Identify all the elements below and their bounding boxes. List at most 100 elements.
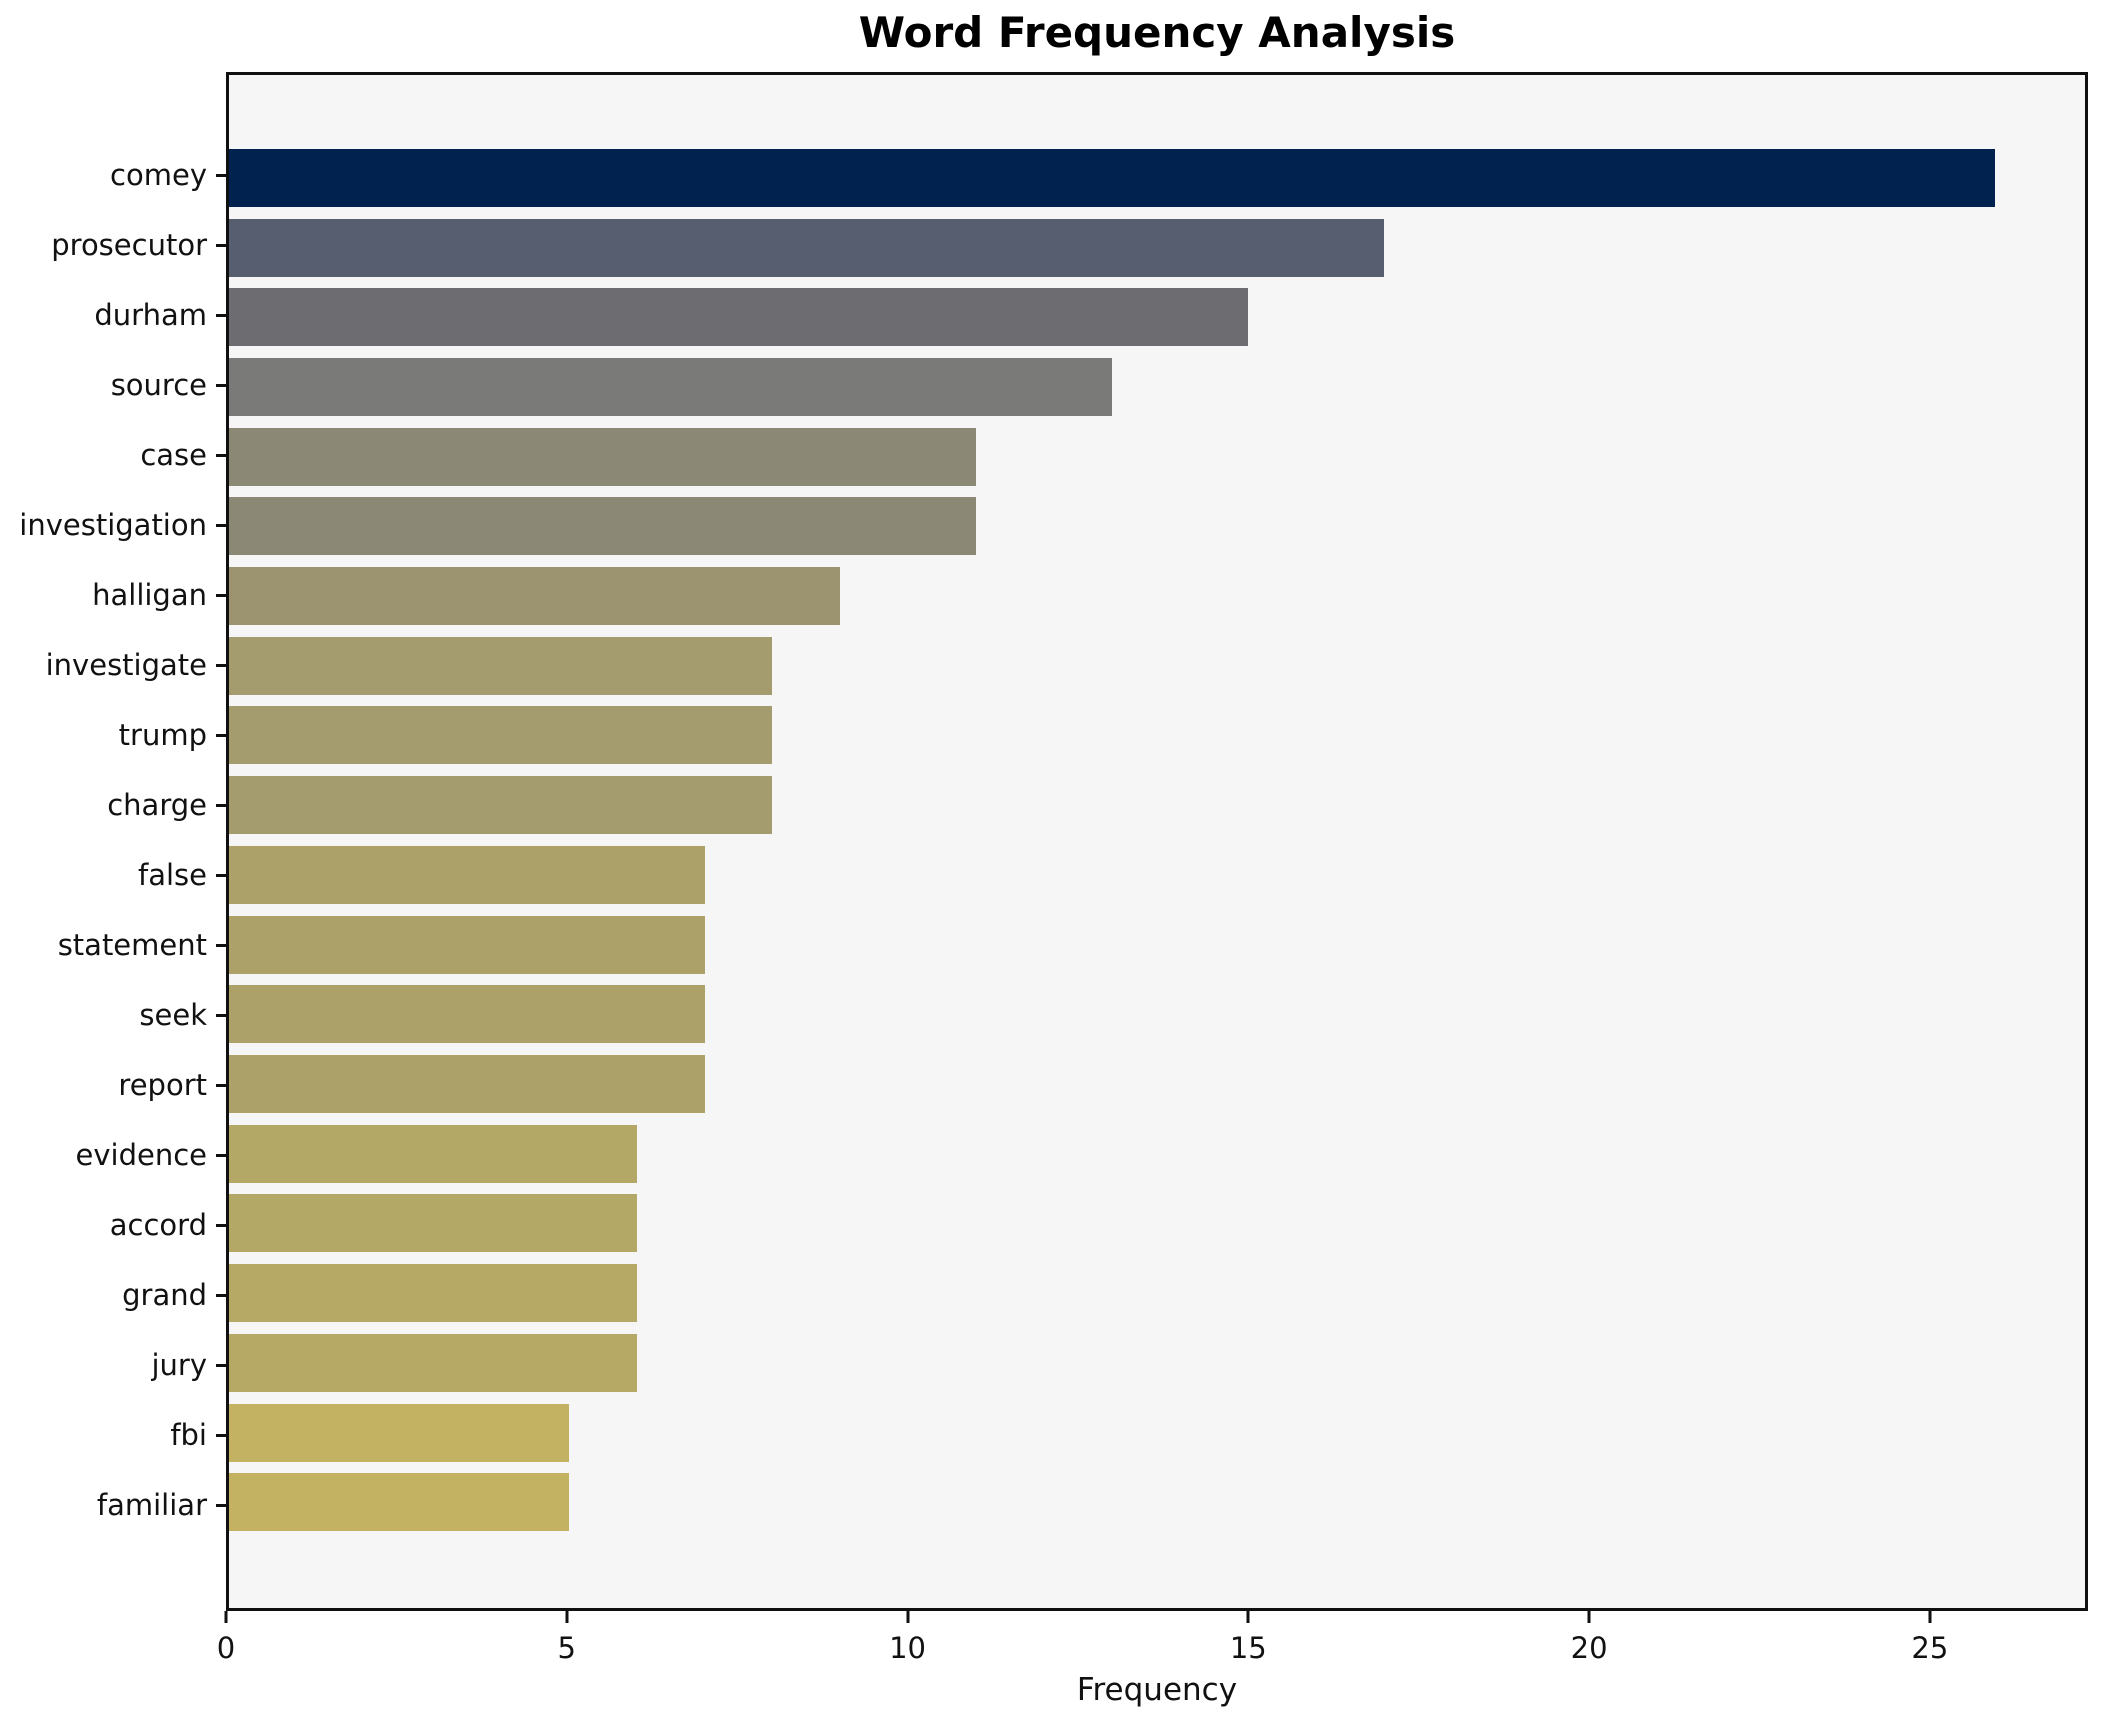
y-tick <box>216 1013 226 1017</box>
y-tick <box>216 1083 226 1087</box>
y-label-row: false <box>0 840 226 910</box>
bar-source <box>229 357 1113 416</box>
plot-area <box>226 72 2088 1611</box>
y-axis-label: report <box>118 1068 207 1102</box>
y-axis-label: charge <box>107 788 207 822</box>
bar-false <box>229 845 705 904</box>
bar-jury <box>229 1333 637 1392</box>
y-tick <box>216 453 226 457</box>
y-label-row: statement <box>0 910 226 980</box>
bar-row <box>229 1328 2085 1398</box>
y-label-row: prosecutor <box>0 210 226 280</box>
x-tick <box>565 1611 569 1623</box>
bar-charge <box>229 776 773 835</box>
y-tick <box>216 173 226 177</box>
bar-row <box>229 1119 2085 1189</box>
y-axis-label: evidence <box>75 1138 207 1172</box>
x-axis-title: Frequency <box>1076 1672 1238 1708</box>
y-label-row: charge <box>0 770 226 840</box>
y-axis-label: durham <box>94 298 207 332</box>
y-label-row: case <box>0 420 226 490</box>
bar-row <box>229 1467 2085 1537</box>
bar-durham <box>229 288 1249 347</box>
y-axis-label: jury <box>151 1348 207 1382</box>
y-tick <box>216 873 226 877</box>
y-axis-label: halligan <box>92 578 207 612</box>
y-label-row: investigate <box>0 630 226 700</box>
y-label-row: seek <box>0 980 226 1050</box>
y-label-row: evidence <box>0 1120 226 1190</box>
y-tick <box>216 1363 226 1367</box>
y-tick <box>216 593 226 597</box>
bar-report <box>229 1054 705 1113</box>
y-tick <box>216 733 226 737</box>
y-label-row: familiar <box>0 1470 226 1540</box>
y-tick <box>216 1223 226 1227</box>
bar-row <box>229 352 2085 422</box>
y-tick <box>216 1433 226 1437</box>
x-tick-label: 10 <box>889 1631 926 1665</box>
x-tick <box>1587 1611 1591 1623</box>
y-label-row: jury <box>0 1330 226 1400</box>
bar-row <box>229 492 2085 562</box>
y-tick <box>216 313 226 317</box>
x-tick <box>224 1611 228 1623</box>
y-tick <box>216 243 226 247</box>
bar-familiar <box>229 1473 569 1532</box>
bar-row <box>229 1398 2085 1468</box>
bar-fbi <box>229 1403 569 1462</box>
y-axis-label: familiar <box>96 1488 207 1522</box>
bar-row <box>229 631 2085 701</box>
y-axis-label: source <box>110 368 207 402</box>
bar-row <box>229 701 2085 771</box>
x-tick <box>1246 1611 1250 1623</box>
bar-row <box>229 1189 2085 1259</box>
bar-halligan <box>229 567 841 626</box>
y-label-row: halligan <box>0 560 226 630</box>
x-tick-label: 5 <box>557 1631 576 1665</box>
y-label-row: durham <box>0 280 226 350</box>
y-tick <box>216 803 226 807</box>
x-tick <box>906 1611 910 1623</box>
x-tick <box>1928 1611 1932 1623</box>
y-axis-label: investigate <box>45 648 207 682</box>
bar-row <box>229 1258 2085 1328</box>
bar-row <box>229 561 2085 631</box>
bar-row <box>229 143 2085 213</box>
y-axis: comey prosecutor durham source case investiga… <box>0 72 226 1611</box>
y-tick <box>216 1153 226 1157</box>
y-axis-label: statement <box>57 928 207 962</box>
y-axis-label: trump <box>118 718 207 752</box>
bar-row <box>229 282 2085 352</box>
y-axis-label: fbi <box>170 1418 207 1452</box>
y-label-row: trump <box>0 700 226 770</box>
bar-row <box>229 979 2085 1049</box>
bar-row <box>229 910 2085 980</box>
bar-investigation <box>229 497 977 556</box>
bar-row <box>229 213 2085 283</box>
y-axis-label: false <box>138 858 207 892</box>
y-axis-label: accord <box>109 1208 207 1242</box>
y-tick <box>216 663 226 667</box>
y-label-row: fbi <box>0 1400 226 1470</box>
y-label-row: grand <box>0 1260 226 1330</box>
bar-comey <box>229 148 1996 207</box>
bar-trump <box>229 706 773 765</box>
y-axis-label: comey <box>110 158 207 192</box>
bar-case <box>229 427 977 486</box>
chart-title: Word Frequency Analysis <box>858 8 1456 57</box>
x-axis: 0 5 10 15 20 25 <box>217 1611 2088 1691</box>
y-axis-label: investigation <box>19 508 207 542</box>
y-axis-label: grand <box>122 1278 207 1312</box>
y-axis-label: seek <box>139 998 207 1032</box>
y-label-row: comey <box>0 140 226 210</box>
bar-row <box>229 422 2085 492</box>
bar-prosecutor <box>229 218 1384 277</box>
x-tick-label: 0 <box>216 1631 236 1665</box>
x-tick-label: 25 <box>1911 1631 1949 1665</box>
y-tick <box>216 383 226 387</box>
bar-row <box>229 1049 2085 1119</box>
y-axis-label: case <box>140 438 207 472</box>
bar-statement <box>229 915 705 974</box>
